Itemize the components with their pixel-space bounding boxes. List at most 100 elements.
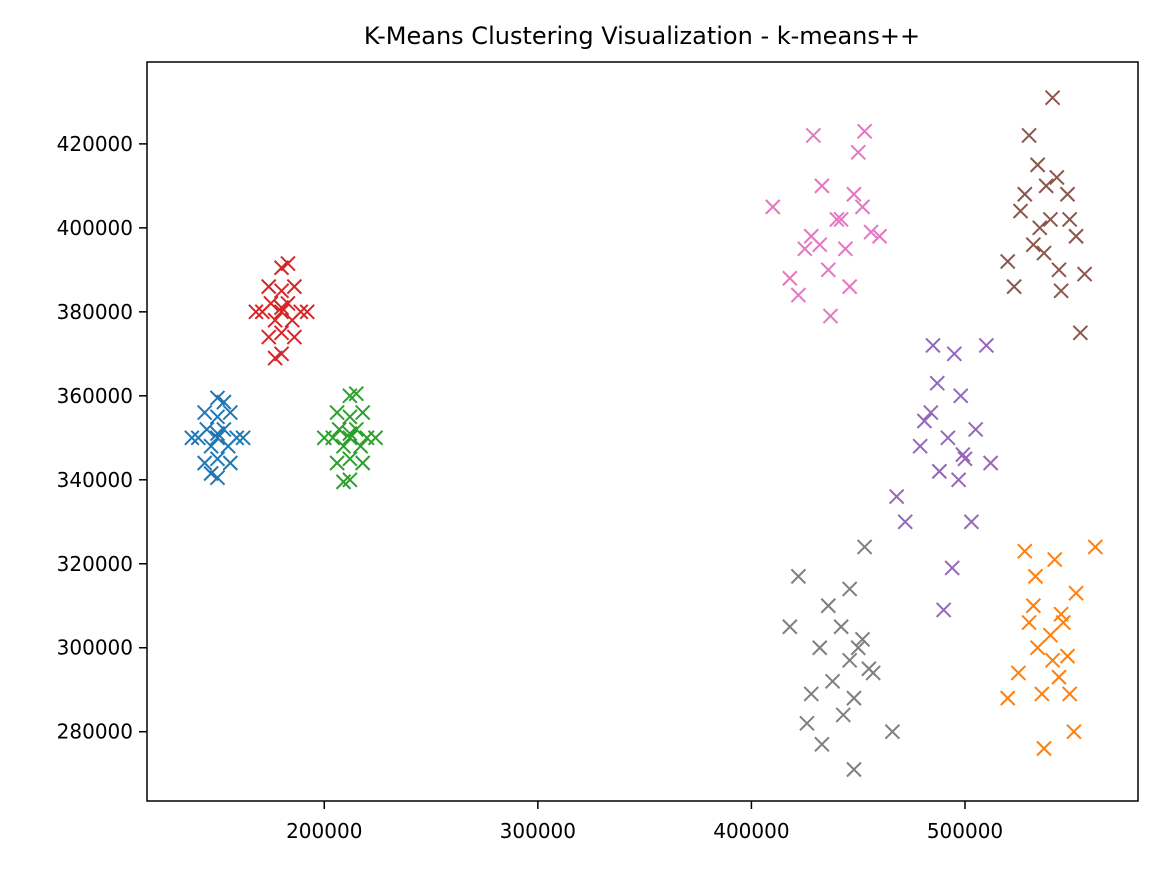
data-point [929,375,945,391]
data-point [355,404,371,421]
data-point [850,640,866,656]
data-point [1044,89,1061,106]
data-point [1000,690,1016,706]
y-tick-label: 340000 [57,468,133,492]
data-point [342,409,358,425]
data-point [316,430,332,446]
data-point [982,455,999,471]
y-tick-label: 400000 [57,216,133,240]
data-point [209,425,226,442]
data-point [963,514,980,530]
data-point [248,304,264,320]
data-point [273,283,290,299]
data-point [841,581,858,597]
data-point [216,394,232,410]
data-point [1010,665,1027,681]
data-point [203,438,219,454]
data-point [850,144,866,160]
data-point [1044,652,1061,669]
data-point [765,199,781,215]
data-point [1036,245,1052,261]
data-point [199,421,215,438]
data-point [940,430,956,446]
data-point [812,640,828,656]
data-point [284,312,300,328]
data-point [782,270,798,286]
data-point [950,472,967,488]
y-tick-label: 360000 [57,384,133,408]
data-point [273,304,290,320]
data-point [861,661,877,677]
x-tick-label: 200000 [286,819,362,843]
data-point [1038,178,1054,194]
data-point [263,295,279,312]
data-point [820,262,837,278]
data-point [299,304,315,320]
data-point [1042,627,1059,643]
data-point [967,421,984,438]
y-tick-label: 320000 [57,552,133,576]
data-point [1017,543,1033,559]
data-point [222,404,239,421]
data-point [267,350,283,366]
data-point [854,199,871,215]
y-tick-label: 380000 [57,300,133,324]
data-point [329,404,345,421]
x-tick-label: 500000 [927,819,1003,843]
data-point [799,715,815,732]
data-point [1076,266,1093,282]
data-point [1055,614,1071,631]
data-point [835,707,851,723]
y-tick-label: 280000 [57,720,133,744]
data-point [280,255,296,272]
data-point [1068,228,1084,244]
data-point [846,761,862,778]
data-point [856,123,873,139]
data-point [1025,598,1042,614]
data-point [335,474,352,490]
data-point [824,673,841,690]
points-layer [184,89,1103,778]
data-point [854,631,871,648]
data-point [1066,724,1082,740]
data-point [841,652,858,669]
data-point [829,211,845,228]
data-point [833,619,849,635]
data-point [935,602,952,618]
data-point [273,299,290,316]
data-point [1059,186,1076,202]
data-point [352,438,369,454]
data-point [946,346,963,362]
data-point [912,438,928,454]
data-point [1000,253,1016,270]
data-point [261,329,277,345]
data-point [1051,669,1067,685]
data-point [203,465,219,482]
data-point [286,278,303,295]
data-point [837,241,854,257]
data-point [1027,568,1044,585]
data-point [1034,686,1050,702]
plot-frame [146,61,1139,802]
data-point [953,388,969,404]
data-point [209,451,226,467]
data-point [342,430,358,446]
data-point [329,455,345,471]
data-point [286,329,303,345]
data-point [1053,283,1069,299]
data-point [1012,203,1029,219]
cluster-series-1 [184,390,251,486]
data-point [273,325,290,341]
data-point [841,278,858,295]
data-point [884,724,901,740]
data-point [820,598,837,614]
data-point [1029,157,1046,173]
cluster-series-6 [1000,89,1093,341]
y-axis: 280000 300000 320000 340000 360000 380000 4000… [57,132,147,744]
data-point [342,425,358,442]
data-point [944,560,960,576]
data-point [897,514,913,530]
data-point [348,386,365,402]
x-axis: 200000 300000 400000 500000 [286,801,1003,843]
